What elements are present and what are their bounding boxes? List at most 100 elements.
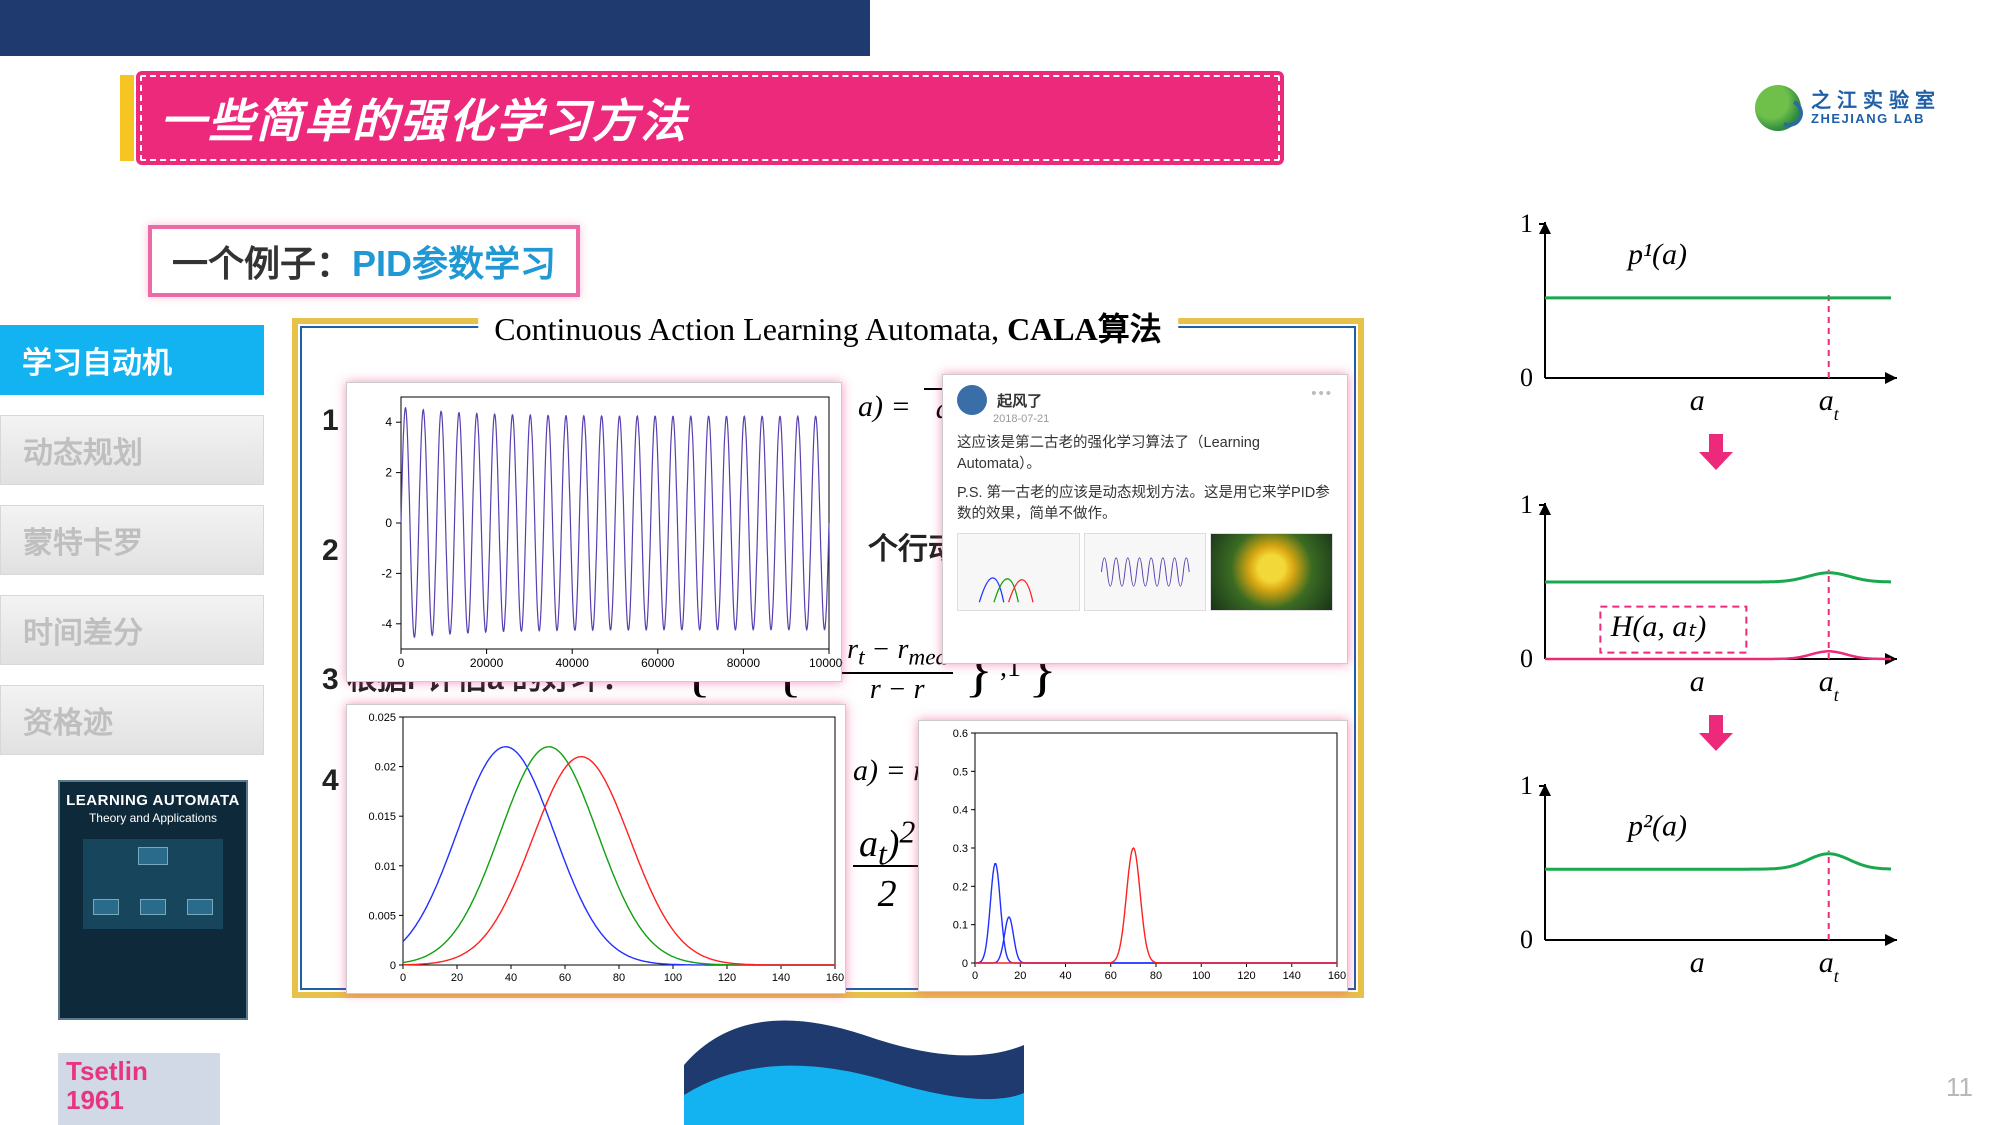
thumb-bell-icon	[957, 533, 1080, 611]
book-cover: LEARNING AUTOMATA Theory and Application…	[58, 780, 248, 1020]
svg-text:2: 2	[385, 466, 392, 480]
svg-text:20: 20	[1014, 970, 1026, 982]
svg-text:p¹(a): p¹(a)	[1626, 238, 1687, 271]
sidebar-item-td[interactable]: 时间差分	[0, 595, 264, 665]
svg-text:1: 1	[1520, 210, 1533, 238]
social-post: ••• 起风了 2018-07-21 这应该是第二古老的强化学习算法了（Lear…	[942, 374, 1348, 664]
top-stripe	[0, 0, 870, 56]
sidebar-label: 动态规划	[23, 428, 143, 472]
oscillation-chart: -4-2024020000400006000080000100000	[346, 382, 842, 682]
svg-text:140: 140	[772, 972, 790, 984]
sidebar-label: 资格迹	[23, 698, 113, 742]
step-2: 2	[322, 534, 339, 568]
f3m: − r	[865, 634, 909, 665]
svg-text:0: 0	[398, 656, 405, 670]
subtitle-pre: 一个例子：	[172, 243, 352, 284]
step-1: 1	[322, 404, 339, 438]
svg-text:40: 40	[505, 972, 517, 984]
footer-decor-icon	[684, 985, 1024, 1125]
lab-logo: 之江实验室 ZHEJIANG LAB	[1755, 85, 1941, 131]
slide-title: 一些简单的强化学习方法	[160, 85, 688, 151]
sidebar-item-mc[interactable]: 蒙特卡罗	[0, 505, 264, 575]
thumb-osc-icon	[1084, 533, 1207, 611]
svg-text:0: 0	[962, 958, 968, 970]
svg-text:-2: -2	[381, 566, 392, 580]
subtitle-highlight: PID参数学习	[352, 243, 556, 284]
svg-text:at: at	[1819, 946, 1840, 982]
logo-en: ZHEJIANG LAB	[1811, 112, 1941, 126]
title-accent	[120, 75, 134, 161]
svg-text:40000: 40000	[556, 656, 590, 670]
svg-text:60: 60	[559, 972, 571, 984]
book-diagram-icon	[83, 839, 223, 929]
svg-text:0: 0	[400, 972, 406, 984]
svg-text:at: at	[1819, 665, 1840, 701]
algo-title-bold: CALA算法	[1007, 311, 1162, 347]
svg-text:-4: -4	[381, 617, 392, 631]
dist-plot-3: 01aatp²(a)	[1501, 772, 1911, 982]
svg-text:0.4: 0.4	[953, 805, 968, 817]
f5p: )	[887, 823, 900, 865]
post-user: 起风了	[997, 390, 1042, 411]
svg-text:80: 80	[613, 972, 625, 984]
svg-text:0.5: 0.5	[953, 766, 968, 778]
sidebar-item-et[interactable]: 资格迹	[0, 685, 264, 755]
svg-text:0.3: 0.3	[953, 843, 968, 855]
more-icon[interactable]: •••	[1311, 385, 1333, 402]
logo-cn: 之江实验室	[1811, 90, 1941, 112]
book-year: 1961	[66, 1086, 212, 1115]
book-subtitle: Theory and Applications	[60, 811, 246, 825]
svg-text:0.025: 0.025	[368, 712, 396, 724]
svg-text:1: 1	[1520, 491, 1533, 519]
svg-text:60: 60	[1105, 970, 1117, 982]
dist-plot-2: 01aatH(a, aₜ)	[1501, 491, 1911, 701]
distribution-column: 01aatp¹(a) 01aatH(a, aₜ) 01aatp²(a)	[1501, 210, 1931, 992]
main-panel: Continuous Action Learning Automata, CAL…	[292, 318, 1364, 998]
svg-text:p²(a): p²(a)	[1626, 809, 1687, 842]
svg-text:0: 0	[972, 970, 978, 982]
step-4: 4	[322, 764, 339, 798]
f3d1: r	[870, 674, 881, 705]
svg-text:0.2: 0.2	[953, 881, 968, 893]
svg-text:a: a	[1690, 665, 1705, 698]
f1-lhs: a) =	[858, 390, 911, 423]
svg-text:a: a	[1690, 384, 1705, 417]
f5s: t	[878, 836, 887, 871]
svg-text:0: 0	[1520, 925, 1533, 954]
spike-chart: 00.10.20.30.40.50.6020406080100120140160	[918, 720, 1348, 992]
svg-text:100: 100	[1192, 970, 1210, 982]
svg-text:0: 0	[1520, 644, 1533, 673]
dist-plot-1: 01aatp¹(a)	[1501, 210, 1911, 420]
svg-text:0: 0	[385, 516, 392, 530]
svg-text:0.02: 0.02	[375, 762, 396, 774]
svg-text:0.01: 0.01	[375, 861, 396, 873]
sidebar-item-dp[interactable]: 动态规划	[0, 415, 264, 485]
svg-text:120: 120	[1237, 970, 1255, 982]
sidebar-label: 蒙特卡罗	[23, 518, 143, 562]
svg-text:0: 0	[1520, 363, 1533, 392]
algo-title-plain: Continuous Action Learning Automata,	[494, 311, 1007, 347]
sidebar-item-automata[interactable]: 学习自动机	[0, 325, 264, 395]
post-date: 2018-07-21	[993, 413, 1333, 425]
f5a: a	[859, 823, 878, 865]
f3d2: − r	[881, 674, 925, 705]
svg-text:20: 20	[451, 972, 463, 984]
book-author: Tsetlin	[66, 1057, 212, 1086]
avatar-icon	[957, 385, 987, 415]
bell-curves-chart: 00.0050.010.0150.020.0250204060801001201…	[346, 704, 846, 994]
svg-text:100000: 100000	[809, 656, 843, 670]
sidebar: 学习自动机 动态规划 蒙特卡罗 时间差分 资格迹	[0, 325, 264, 775]
post-thumbnails	[957, 533, 1333, 611]
svg-text:0.1: 0.1	[953, 920, 968, 932]
f3n1: r	[847, 634, 858, 665]
svg-text:80: 80	[1150, 970, 1162, 982]
svg-text:80000: 80000	[727, 656, 761, 670]
svg-text:60000: 60000	[641, 656, 675, 670]
down-arrow-icon	[1501, 430, 1931, 477]
svg-text:0.015: 0.015	[368, 811, 396, 823]
svg-text:0.6: 0.6	[953, 728, 968, 740]
svg-text:140: 140	[1283, 970, 1301, 982]
svg-text:160: 160	[1328, 970, 1346, 982]
title-banner: 一些简单的强化学习方法	[140, 75, 1280, 161]
svg-text:160: 160	[826, 972, 844, 984]
